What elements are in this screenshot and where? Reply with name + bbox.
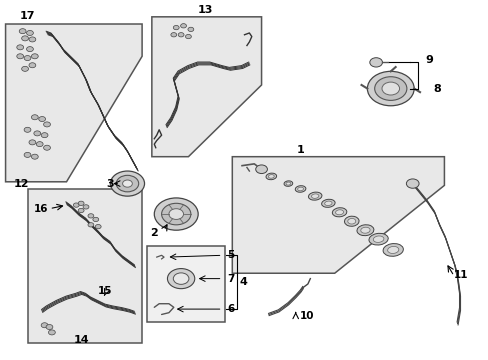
Circle shape — [167, 269, 194, 289]
Text: 9: 9 — [425, 55, 433, 65]
Circle shape — [78, 201, 84, 206]
Ellipse shape — [368, 233, 387, 245]
Circle shape — [29, 140, 36, 145]
Polygon shape — [5, 24, 142, 182]
Text: 10: 10 — [299, 311, 313, 320]
Text: 4: 4 — [239, 277, 246, 287]
Ellipse shape — [372, 236, 383, 242]
Circle shape — [180, 24, 186, 28]
Circle shape — [83, 205, 89, 209]
Text: 6: 6 — [227, 304, 234, 314]
Ellipse shape — [360, 227, 369, 233]
Text: 13: 13 — [198, 5, 213, 15]
Circle shape — [95, 225, 101, 229]
Circle shape — [17, 54, 23, 59]
Circle shape — [187, 27, 193, 32]
Ellipse shape — [295, 186, 305, 192]
Ellipse shape — [321, 199, 334, 207]
Circle shape — [21, 66, 28, 71]
Circle shape — [369, 58, 382, 67]
Polygon shape — [27, 189, 142, 343]
Ellipse shape — [284, 181, 292, 186]
Circle shape — [41, 323, 48, 328]
Circle shape — [26, 31, 33, 36]
Circle shape — [173, 26, 179, 30]
Text: 1: 1 — [296, 144, 304, 154]
Text: 16: 16 — [33, 204, 48, 215]
Circle shape — [170, 33, 176, 37]
Ellipse shape — [285, 182, 290, 185]
Circle shape — [48, 330, 55, 335]
Ellipse shape — [324, 201, 331, 206]
Ellipse shape — [332, 208, 346, 217]
Circle shape — [406, 179, 418, 188]
Text: 3: 3 — [106, 179, 114, 189]
Circle shape — [161, 203, 190, 225]
Circle shape — [122, 180, 132, 187]
Circle shape — [46, 324, 53, 329]
Circle shape — [39, 117, 45, 122]
Text: 15: 15 — [98, 286, 113, 296]
Circle shape — [21, 36, 28, 41]
Circle shape — [31, 115, 38, 120]
Circle shape — [374, 77, 406, 100]
Circle shape — [31, 154, 38, 159]
Ellipse shape — [356, 225, 373, 236]
Ellipse shape — [344, 216, 358, 226]
Circle shape — [17, 45, 23, 50]
Circle shape — [24, 152, 31, 157]
Polygon shape — [147, 246, 224, 321]
Circle shape — [43, 145, 50, 150]
Circle shape — [93, 217, 99, 222]
Text: 17: 17 — [20, 11, 35, 21]
Ellipse shape — [311, 194, 318, 198]
Text: 7: 7 — [227, 274, 234, 284]
Text: 11: 11 — [453, 270, 468, 280]
Circle shape — [19, 29, 26, 34]
Text: 2: 2 — [150, 228, 158, 238]
Circle shape — [43, 122, 50, 127]
Polygon shape — [152, 17, 261, 157]
Circle shape — [73, 203, 79, 207]
Circle shape — [78, 208, 84, 213]
Circle shape — [366, 71, 413, 106]
Text: 12: 12 — [13, 179, 29, 189]
Ellipse shape — [387, 247, 398, 253]
Polygon shape — [232, 157, 444, 273]
Circle shape — [34, 131, 41, 136]
Ellipse shape — [335, 210, 343, 215]
Circle shape — [29, 63, 36, 68]
Circle shape — [26, 46, 33, 51]
Ellipse shape — [297, 187, 303, 191]
Circle shape — [110, 171, 144, 196]
Ellipse shape — [265, 173, 276, 180]
Circle shape — [173, 273, 188, 284]
Circle shape — [29, 37, 36, 42]
Circle shape — [154, 198, 198, 230]
Ellipse shape — [268, 175, 274, 178]
Circle shape — [24, 127, 31, 132]
Circle shape — [88, 223, 94, 227]
Circle shape — [116, 175, 139, 192]
Ellipse shape — [382, 244, 403, 256]
Circle shape — [255, 165, 267, 174]
Text: 14: 14 — [73, 334, 89, 345]
Text: 8: 8 — [432, 84, 440, 94]
Circle shape — [36, 141, 43, 147]
Circle shape — [185, 35, 191, 39]
Ellipse shape — [308, 192, 321, 200]
Circle shape — [31, 54, 38, 59]
Circle shape — [178, 33, 183, 37]
Circle shape — [24, 55, 31, 60]
Circle shape — [88, 214, 94, 218]
Text: 5: 5 — [227, 250, 234, 260]
Circle shape — [381, 82, 399, 95]
Circle shape — [168, 209, 183, 220]
Ellipse shape — [347, 219, 355, 224]
Circle shape — [41, 133, 48, 138]
